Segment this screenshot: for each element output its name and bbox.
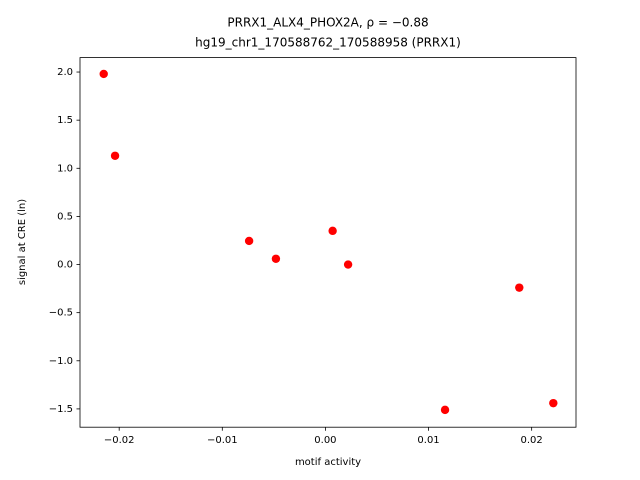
y-tick-label: −0.5 [49,308,73,319]
point [244,236,254,246]
y-tick-label: 2.0 [57,67,73,78]
x-tick-label: −0.01 [207,435,238,446]
point [440,405,450,415]
y-tick-label: 1.5 [57,115,73,126]
y-tick-label: 0.0 [57,260,73,271]
point [328,226,337,236]
x-tick-label: −0.02 [104,435,135,446]
y-tick-label: −1.5 [49,404,73,415]
point [271,254,281,263]
point [99,69,108,79]
y-tick-label: 0.5 [57,211,73,222]
point [515,283,524,292]
point [110,151,120,160]
y-tick-label: 1.0 [57,163,73,174]
chart-title: PRRX1_ALX4_PHOX2A, ρ = −0.88 [227,16,428,30]
plot-frame [79,57,577,428]
point [343,260,353,269]
x-tick-label: 0.00 [314,435,336,446]
y-axis-label: signal at CRE (ln) [17,199,28,285]
x-tick-label: 0.02 [521,435,543,446]
x-axis-label: motif activity [295,457,361,468]
y-tick-label: −1.0 [49,356,73,367]
point [549,398,558,408]
chart-subtitle: hg19_chr1_170588762_170588958 (PRRX1) [195,36,461,50]
x-tick-label: 0.01 [417,435,439,446]
